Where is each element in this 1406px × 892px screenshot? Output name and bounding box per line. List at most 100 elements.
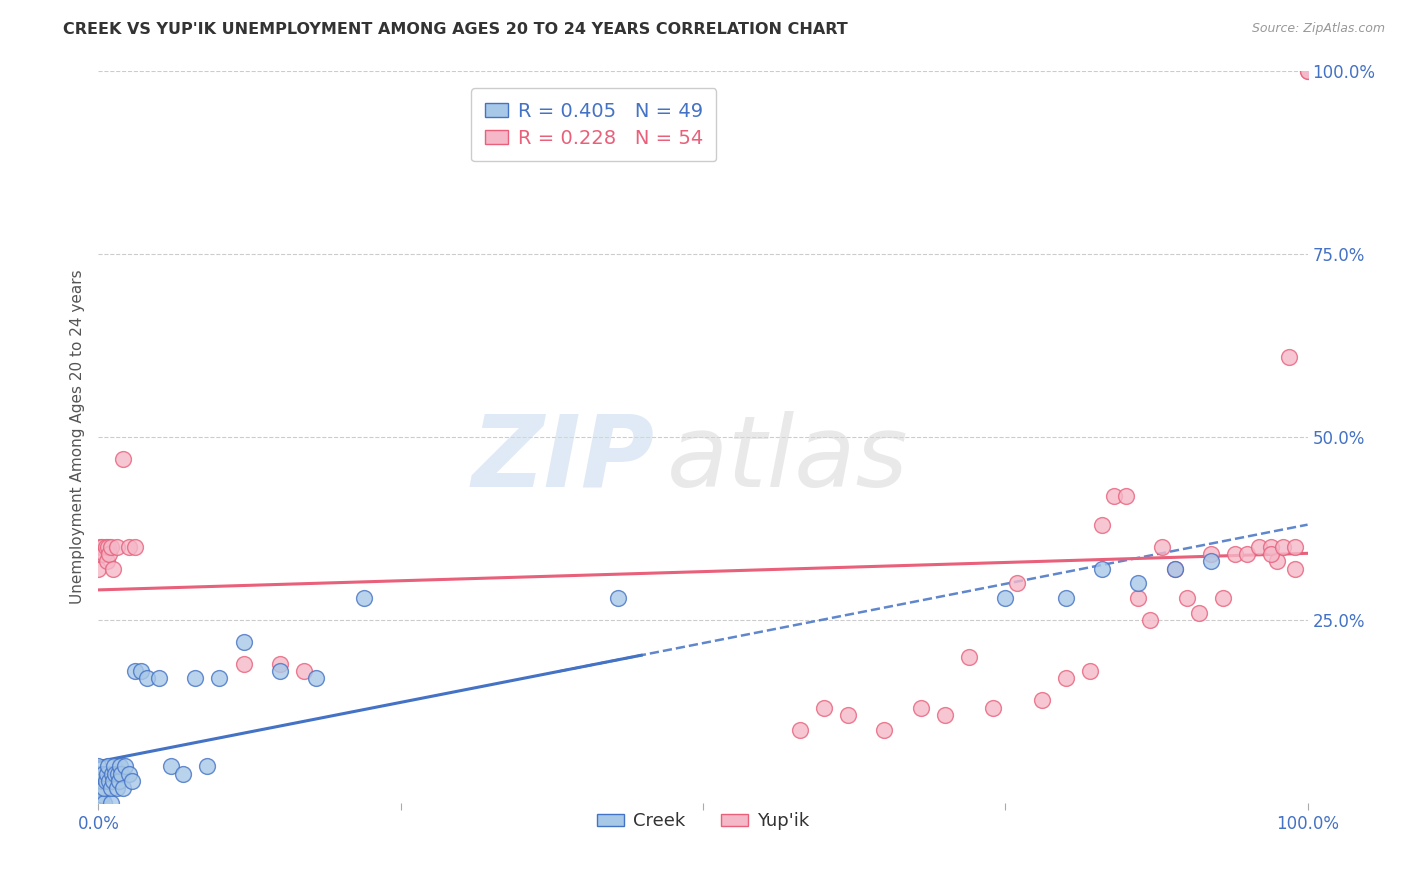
Point (91, 540, 114, 554)
Point (910, 700, 932, 714)
Point (1175, 591, 1198, 605)
Y-axis label: Unemployment Among Ages 20 to 24 years: Unemployment Among Ages 20 to 24 years (69, 269, 84, 605)
Point (957, 649, 980, 664)
Point (873, 723, 896, 737)
Point (1199, 554, 1222, 568)
Point (353, 591, 375, 605)
Point (195, 759, 218, 773)
Point (789, 723, 811, 737)
Point (1054, 672, 1077, 686)
Point (91, 773, 114, 788)
Point (97, 540, 120, 554)
Point (1267, 554, 1289, 568)
Point (91, 789, 114, 803)
Point (837, 708, 859, 723)
Text: Source: ZipAtlas.com: Source: ZipAtlas.com (1251, 22, 1385, 36)
Point (1284, 562, 1306, 576)
Point (96, 766, 118, 780)
Point (104, 766, 127, 780)
Point (1249, 540, 1271, 554)
Point (232, 657, 254, 671)
Point (124, 540, 146, 554)
Point (813, 700, 835, 714)
Point (135, 672, 157, 686)
Point (1139, 613, 1161, 627)
Point (100, 796, 122, 810)
Point (1272, 540, 1295, 554)
Point (87, 547, 110, 561)
Point (108, 773, 131, 788)
Point (124, 664, 146, 678)
Point (208, 672, 231, 686)
Text: CREEK VS YUP'IK UNEMPLOYMENT AMONG AGES 20 TO 24 YEARS CORRELATION CHART: CREEK VS YUP'IK UNEMPLOYMENT AMONG AGES … (63, 22, 848, 37)
Point (1163, 562, 1185, 576)
Point (1278, 350, 1301, 364)
Point (1260, 540, 1282, 554)
Point (107, 766, 129, 780)
Point (1031, 693, 1053, 707)
Point (269, 657, 291, 671)
Point (934, 708, 956, 723)
Point (184, 672, 207, 686)
Point (87, 759, 110, 773)
Point (98, 773, 121, 788)
Point (93, 796, 115, 810)
Point (94, 540, 117, 554)
Point (1091, 517, 1114, 532)
Point (1223, 547, 1246, 561)
Point (292, 664, 315, 678)
Point (105, 540, 128, 554)
Point (121, 773, 143, 788)
Point (110, 766, 132, 780)
Point (100, 781, 122, 796)
Point (607, 591, 630, 605)
Point (97, 759, 120, 773)
Point (93, 547, 115, 561)
Point (1236, 547, 1258, 561)
Point (98, 547, 121, 561)
Point (94, 773, 117, 788)
Point (129, 664, 152, 678)
Point (1102, 489, 1125, 503)
Point (93, 781, 115, 796)
Point (1078, 664, 1101, 678)
Point (89, 540, 111, 554)
Point (103, 759, 125, 773)
Point (111, 781, 134, 796)
Point (1296, 64, 1319, 78)
Point (269, 664, 291, 678)
Point (96, 554, 118, 568)
Point (1128, 591, 1150, 605)
Point (1212, 591, 1234, 605)
Point (101, 773, 124, 788)
Point (1054, 591, 1077, 605)
Point (305, 672, 328, 686)
Point (118, 766, 141, 780)
Point (1128, 576, 1150, 591)
Point (160, 759, 183, 773)
Point (111, 452, 134, 467)
Point (994, 591, 1017, 605)
Point (1260, 547, 1282, 561)
Point (172, 766, 194, 780)
Point (148, 672, 170, 686)
Point (90, 796, 112, 810)
Point (1007, 576, 1029, 591)
Point (87, 766, 110, 780)
Point (981, 700, 1004, 714)
Point (118, 540, 141, 554)
Point (100, 540, 122, 554)
Point (1091, 562, 1114, 576)
Point (108, 759, 131, 773)
Text: atlas: atlas (666, 410, 908, 508)
Point (232, 635, 254, 649)
Point (1163, 562, 1185, 576)
Point (114, 759, 136, 773)
Point (87, 773, 110, 788)
Point (101, 562, 124, 576)
Point (1199, 547, 1222, 561)
Point (1152, 540, 1174, 554)
Point (100, 766, 122, 780)
Point (91, 766, 114, 780)
Point (1115, 489, 1137, 503)
